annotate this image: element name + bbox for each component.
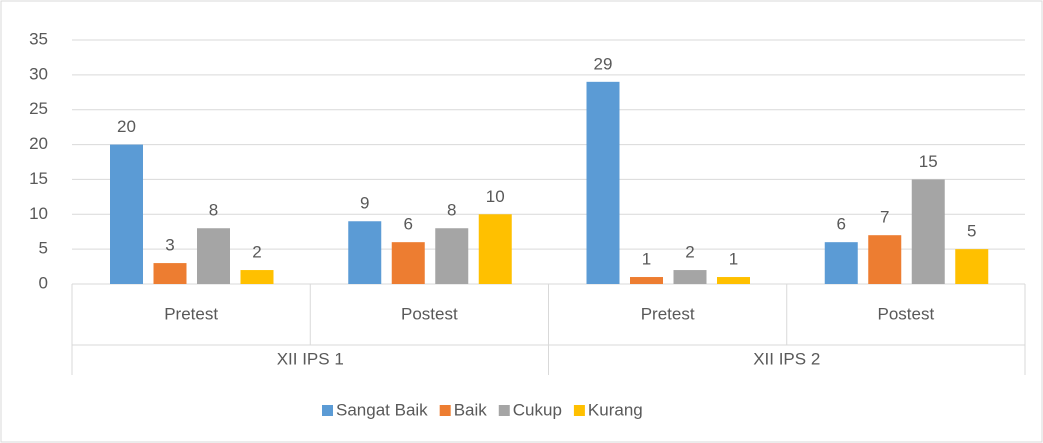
data-label: 15 <box>919 152 938 171</box>
bar <box>586 81 620 284</box>
bar <box>197 228 230 284</box>
data-label: 8 <box>209 201 218 220</box>
y-tick-label: 5 <box>39 239 48 258</box>
bar <box>824 242 858 284</box>
legend-label: Sangat Baik <box>336 400 428 419</box>
bar <box>630 277 663 284</box>
legend-swatch <box>439 405 451 416</box>
data-label: 1 <box>642 250 651 269</box>
bar <box>153 263 187 284</box>
legend-swatch <box>573 405 585 416</box>
y-tick-label: 0 <box>39 273 48 292</box>
group-label: XII IPS 1 <box>277 349 344 368</box>
y-tick-label: 20 <box>29 134 48 153</box>
y-tick-label: 10 <box>29 204 48 223</box>
data-label: 3 <box>165 236 174 255</box>
data-label: 1 <box>729 250 738 269</box>
bar <box>478 214 512 284</box>
legend-label: Cukup <box>513 400 562 419</box>
y-tick-label: 25 <box>29 99 48 118</box>
y-tick-label: 30 <box>29 64 48 83</box>
data-label: 10 <box>486 187 505 206</box>
data-label: 5 <box>967 222 976 241</box>
legend-label: Baik <box>454 400 488 419</box>
x-tick-label: Postest <box>401 304 458 323</box>
group-label: XII IPS 2 <box>753 349 820 368</box>
bar <box>717 277 750 284</box>
x-tick-label: Pretest <box>641 304 695 323</box>
bar <box>911 179 945 284</box>
bar <box>868 235 902 284</box>
y-tick-label: 15 <box>29 169 48 188</box>
data-label: 8 <box>447 201 456 220</box>
data-label: 20 <box>117 117 136 136</box>
bar <box>240 270 274 284</box>
legend-swatch <box>498 405 510 416</box>
x-tick-label: Postest <box>878 304 935 323</box>
data-label: 2 <box>252 243 261 262</box>
bar <box>391 242 425 284</box>
x-tick-label: Pretest <box>164 304 218 323</box>
data-label: 6 <box>837 215 846 234</box>
legend-swatch <box>322 405 333 416</box>
data-label: 2 <box>685 243 694 262</box>
bar <box>673 270 707 284</box>
y-tick-label: 35 <box>29 29 48 48</box>
data-label: 6 <box>404 215 413 234</box>
legend-label: Kurang <box>588 400 643 419</box>
data-label: 9 <box>360 194 369 213</box>
bar <box>435 228 469 284</box>
data-label: 7 <box>880 208 889 227</box>
data-label: 29 <box>594 54 613 73</box>
bar <box>110 144 143 284</box>
bar <box>955 249 989 284</box>
bar <box>348 221 382 284</box>
